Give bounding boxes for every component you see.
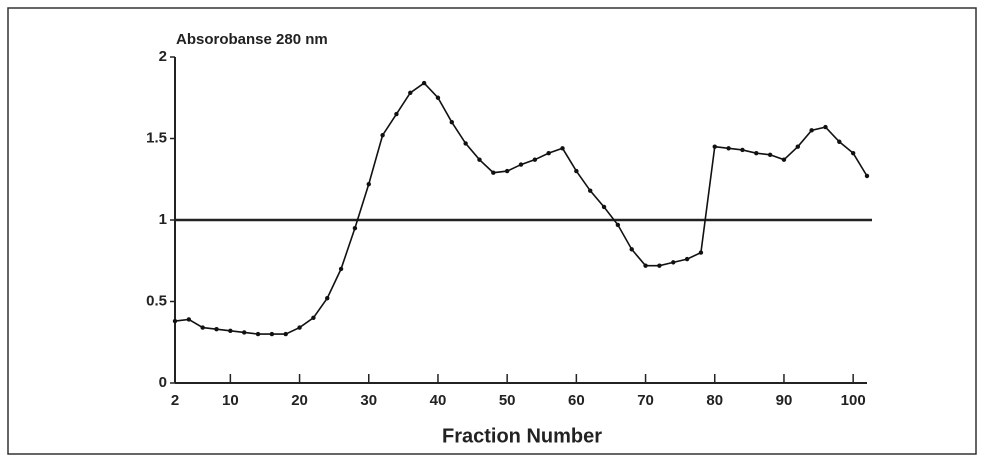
data-point [352, 225, 358, 231]
data-point [283, 331, 288, 337]
data-point [242, 330, 247, 335]
data-point [560, 146, 565, 151]
data-point [449, 120, 454, 125]
data-point [671, 260, 676, 265]
data-point [574, 168, 579, 174]
data-point [615, 222, 621, 228]
x-tick-label: 2 [171, 392, 179, 409]
y-tick-label: 1 [159, 211, 167, 228]
x-tick-label: 10 [222, 392, 239, 409]
x-tick-label: 80 [706, 392, 723, 409]
data-point [684, 256, 690, 262]
data-point [255, 331, 261, 337]
data-point [504, 168, 510, 174]
data-point [712, 144, 717, 149]
y-tick-label: 1.5 [146, 129, 167, 146]
data-point [629, 247, 634, 252]
x-tick-label: 90 [776, 392, 793, 409]
data-point [726, 146, 731, 151]
y-tick-label: 0.5 [146, 292, 167, 309]
data-point [186, 317, 192, 322]
x-tick-label: 30 [360, 392, 377, 409]
data-point [338, 266, 344, 272]
data-point [754, 150, 759, 156]
x-tick-label: 40 [430, 392, 447, 409]
data-point [366, 181, 371, 187]
x-tick-label: 60 [568, 392, 585, 409]
data-point [546, 150, 551, 156]
data-line [174, 82, 868, 335]
data-point [408, 90, 413, 96]
data-point [864, 173, 870, 179]
data-point [740, 147, 745, 153]
data-point [477, 157, 482, 162]
data-point [657, 263, 662, 268]
data-point [172, 318, 178, 324]
data-point [325, 296, 330, 301]
data-point [394, 111, 399, 117]
data-point [214, 327, 219, 332]
data-point [588, 188, 593, 193]
data-point [228, 328, 233, 334]
x-tick-label: 20 [291, 392, 308, 409]
data-point [532, 157, 538, 162]
data-point [698, 250, 704, 255]
data-point [850, 150, 856, 156]
data-point [795, 144, 800, 149]
data-point [837, 139, 842, 144]
data-point [463, 141, 468, 146]
data-point [643, 263, 648, 268]
y-tick-label: 2 [159, 48, 167, 65]
x-tick-label: 70 [637, 392, 654, 409]
data-point [767, 152, 773, 157]
x-tick-label: 100 [841, 392, 866, 409]
data-point [297, 325, 302, 330]
data-point [518, 162, 524, 167]
x-axis-label: Fraction Number [442, 425, 602, 447]
data-point [311, 315, 316, 320]
data-point [601, 204, 607, 210]
chart-title: Absorobanse 280 nm [176, 31, 328, 48]
data-point [435, 95, 441, 100]
data-point [809, 128, 814, 133]
data-point [421, 80, 427, 86]
x-tick-label: 50 [499, 392, 516, 409]
data-point [823, 124, 828, 130]
data-point [380, 133, 385, 138]
data-point [269, 331, 275, 337]
frame [7, 7, 977, 455]
data-point [491, 170, 496, 175]
data-point [200, 325, 205, 330]
y-tick-label: 0 [159, 374, 167, 391]
data-point [781, 157, 787, 162]
